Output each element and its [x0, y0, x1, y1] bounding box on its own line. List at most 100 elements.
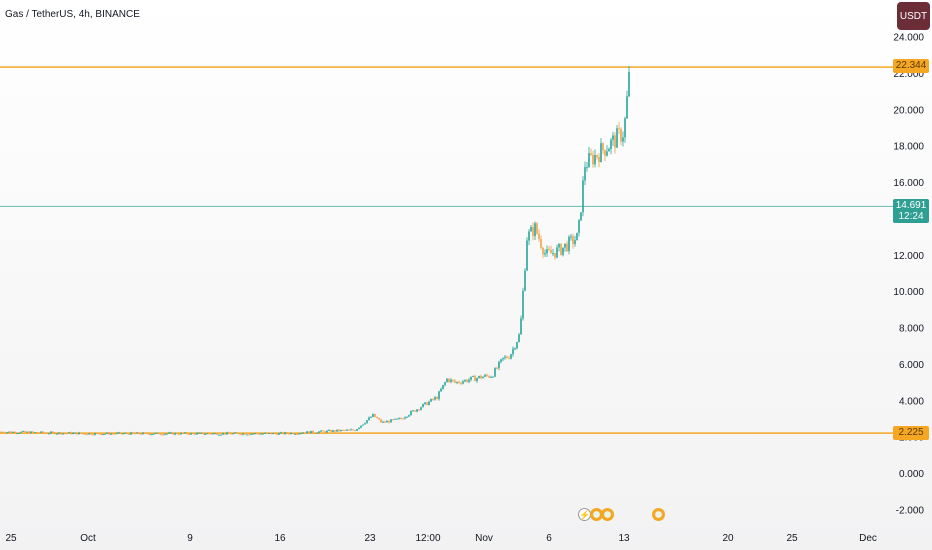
- candle-body: [168, 432, 170, 434]
- candle-body: [546, 249, 548, 254]
- candle-body: [624, 118, 626, 138]
- candle-body: [204, 433, 206, 435]
- x-tick-label: 9: [187, 533, 193, 544]
- y-tick-label: -2.000: [896, 506, 925, 517]
- candle-body: [22, 431, 24, 433]
- candle-body: [408, 415, 410, 417]
- candle-body: [516, 342, 518, 349]
- candle-body: [70, 432, 72, 435]
- candle-body: [344, 430, 346, 432]
- candle-body: [310, 430, 312, 434]
- candle-body: [104, 433, 106, 435]
- candle-body: [450, 379, 452, 382]
- candle-body: [244, 433, 246, 435]
- candle-body: [604, 150, 606, 156]
- candle-body: [480, 375, 482, 379]
- candle-body: [42, 431, 44, 433]
- y-tick-label: 10.000: [893, 287, 924, 298]
- candle-body: [278, 433, 280, 435]
- earnings-icon[interactable]: [652, 508, 665, 521]
- candle-body: [356, 429, 358, 431]
- y-tick-label: 20.000: [893, 105, 924, 116]
- candle-body: [270, 432, 272, 435]
- candle-body: [570, 236, 572, 238]
- candle-body: [216, 433, 218, 435]
- candle-body: [456, 381, 458, 383]
- earnings-icon[interactable]: [590, 508, 603, 521]
- candle-body: [620, 128, 622, 142]
- currency-button[interactable]: USDT: [897, 2, 930, 30]
- candle-body: [230, 433, 232, 435]
- candle-body: [416, 409, 418, 412]
- candle-body: [422, 403, 424, 408]
- x-tick-label: Dec: [859, 533, 877, 544]
- candle-body: [584, 167, 586, 181]
- candle-body: [404, 417, 406, 419]
- candle-body: [186, 432, 188, 434]
- candle-body: [290, 432, 292, 434]
- candle-body: [300, 433, 302, 435]
- candle-body: [126, 432, 128, 434]
- candle-body: [106, 432, 108, 434]
- candle-body: [446, 378, 448, 383]
- candle-body: [400, 418, 402, 420]
- candle-body: [556, 247, 558, 258]
- candle-body: [346, 429, 348, 431]
- candle-body: [228, 432, 230, 434]
- candle-body: [364, 423, 366, 425]
- candle-body: [54, 432, 56, 435]
- candle-body: [198, 432, 200, 434]
- candle-body: [274, 433, 276, 435]
- candle-body: [86, 434, 88, 436]
- candle-body: [506, 356, 508, 358]
- candle-body: [280, 432, 282, 434]
- candle-body: [222, 433, 224, 435]
- candle-body: [294, 433, 296, 435]
- candle-body: [14, 431, 16, 434]
- candle-body: [470, 376, 472, 380]
- candle-body: [120, 432, 122, 434]
- candle-body: [224, 433, 226, 435]
- candle-body: [122, 433, 124, 435]
- candle-body: [220, 434, 222, 436]
- current-price-tag: 14.691 12:24: [893, 199, 929, 223]
- candle-body: [116, 432, 118, 434]
- candle-body: [190, 433, 192, 435]
- candle-body: [176, 433, 178, 435]
- candle-body: [92, 434, 94, 436]
- candle-body: [130, 432, 132, 435]
- candle-body: [340, 429, 342, 432]
- candle-body: [498, 361, 500, 369]
- candle-body: [140, 433, 142, 435]
- candle-body: [24, 431, 26, 433]
- candle-body: [352, 429, 354, 431]
- candle-body: [8, 431, 10, 433]
- candle-body: [44, 432, 46, 434]
- candle-body: [410, 411, 412, 416]
- candle-body: [568, 236, 570, 252]
- candle-body: [330, 430, 332, 432]
- candle-body: [600, 143, 602, 163]
- candle-body: [88, 433, 90, 435]
- candle-body: [302, 432, 304, 434]
- candle-body: [558, 244, 560, 248]
- candle-body: [614, 135, 616, 148]
- earnings-icon[interactable]: [601, 508, 614, 521]
- candle-body: [598, 156, 600, 163]
- candle-body: [192, 433, 194, 435]
- candle-body: [328, 430, 330, 432]
- candle-body: [612, 135, 614, 140]
- x-tick-label: 25: [786, 533, 798, 544]
- y-tick-label: 4.000: [899, 396, 924, 407]
- candle-body: [490, 376, 492, 378]
- candle-body: [82, 433, 84, 435]
- candle-body: [226, 432, 228, 435]
- y-tick-label: 22.000: [893, 69, 924, 80]
- candle-body: [40, 431, 42, 433]
- candle-body: [334, 430, 336, 432]
- candle-body: [368, 417, 370, 421]
- candle-body: [512, 348, 514, 355]
- candle-body: [12, 431, 14, 433]
- candle-body: [370, 417, 372, 419]
